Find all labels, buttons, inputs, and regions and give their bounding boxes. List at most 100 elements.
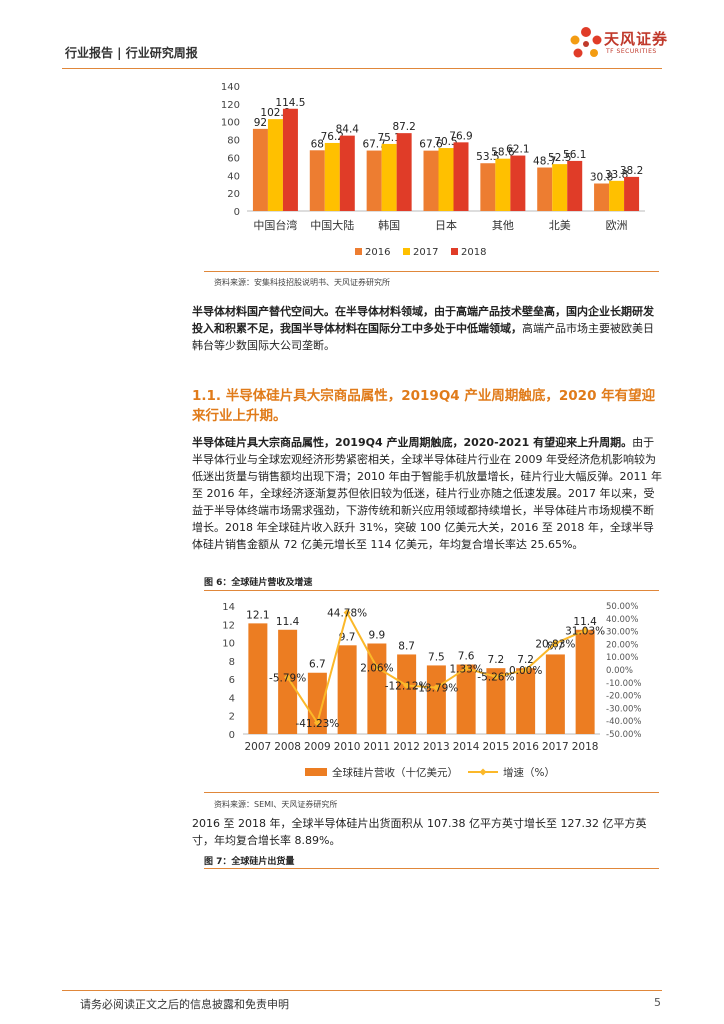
data-label: 53.5 bbox=[476, 151, 499, 163]
x-tick-label: 欧洲 bbox=[606, 219, 628, 232]
growth-point bbox=[432, 684, 440, 692]
bar-data-label: 7.5 bbox=[428, 651, 445, 663]
y-tick-label: 100 bbox=[221, 118, 240, 129]
legend-marker-growth bbox=[479, 768, 487, 776]
growth-data-label: -5.79% bbox=[269, 672, 306, 684]
y-right-tick-label: 20.00% bbox=[606, 640, 638, 650]
y-tick-label: 140 bbox=[221, 82, 240, 93]
data-label: 76.2 bbox=[321, 131, 344, 143]
revenue-bar bbox=[516, 668, 536, 734]
revenue-bar bbox=[307, 672, 327, 734]
y-left-tick-label: 10 bbox=[222, 639, 235, 650]
bar-2017 bbox=[495, 158, 511, 211]
x-tick-label: 2015 bbox=[483, 741, 510, 753]
bar-2016 bbox=[423, 150, 439, 211]
legend-label: 2016 bbox=[365, 247, 390, 258]
growth-point bbox=[403, 682, 411, 690]
y-right-tick-label: 0.00% bbox=[606, 666, 633, 676]
chart1-rule bbox=[204, 271, 659, 272]
x-tick-label: 2011 bbox=[364, 741, 391, 753]
data-label: 87.2 bbox=[392, 121, 415, 133]
x-tick-label: 2017 bbox=[542, 741, 569, 753]
report-category: 行业报告 | 行业研究周报 bbox=[65, 46, 198, 60]
data-label: 67.6 bbox=[419, 139, 443, 151]
x-tick-label: 2013 bbox=[423, 741, 450, 753]
bar-data-label: 6.7 bbox=[309, 659, 326, 671]
bar-data-label: 11.4 bbox=[276, 616, 300, 628]
y-right-tick-label: -40.00% bbox=[606, 717, 641, 727]
growth-data-label: 20.83% bbox=[535, 638, 575, 650]
data-label: 75.1 bbox=[377, 132, 400, 144]
bar-2017 bbox=[324, 142, 340, 211]
data-label: 70.5 bbox=[434, 136, 457, 148]
paragraph-silicon-wafer: 半导体硅片具大宗商品属性，2019Q4 产业周期触底，2020-2021 有望迎… bbox=[192, 434, 662, 553]
x-tick-label: 中国台湾 bbox=[253, 218, 297, 232]
legend-swatch bbox=[403, 248, 410, 255]
legend-swatch bbox=[451, 248, 458, 255]
paragraph-body: 高端产品市场主要被欧美日韩台等少数国际大公司垄断。 bbox=[192, 322, 654, 352]
bar-data-label: 9.7 bbox=[339, 631, 356, 643]
x-tick-label: 韩国 bbox=[378, 218, 400, 232]
wafer-revenue-growth-chart: 0 2 4 6 8 10 12 14 -50.00% -40.00% -30.00% -20.00% -… bbox=[222, 602, 641, 779]
growth-data-label: 2.06% bbox=[360, 662, 393, 674]
bar-2018 bbox=[453, 142, 469, 211]
paragraph-shipment-area: 2016 至 2018 年，全球半导体硅片出货面积从 107.38 亿平方英寸增… bbox=[192, 817, 647, 847]
legend-swatch-revenue bbox=[305, 768, 327, 776]
figure-7-top-rule bbox=[204, 868, 659, 869]
footer-rule bbox=[62, 990, 662, 991]
company-logo: 天风证券 TF SECURITIES bbox=[566, 22, 676, 66]
bar-2018 bbox=[396, 133, 412, 211]
bar-2017 bbox=[381, 143, 397, 211]
legend-label-revenue: 全球硅片营收（十亿美元） bbox=[332, 766, 458, 779]
growth-point bbox=[373, 663, 381, 671]
y-right-tick-label: 10.00% bbox=[606, 653, 638, 663]
x-tick-label: 北美 bbox=[549, 219, 571, 232]
y-right-tick-label: -20.00% bbox=[606, 692, 641, 702]
bar-2016 bbox=[309, 150, 325, 211]
y-left-tick-label: 6 bbox=[229, 675, 235, 686]
bar-2016 bbox=[252, 128, 268, 211]
y-tick-label: 40 bbox=[227, 171, 240, 182]
growth-point bbox=[313, 719, 321, 727]
data-label: 84.4 bbox=[336, 124, 360, 136]
x-tick-label: 2007 bbox=[245, 741, 272, 753]
bar-2016 bbox=[594, 183, 610, 211]
legend-label: 2018 bbox=[461, 247, 486, 258]
growth-point bbox=[522, 666, 530, 674]
y-left-tick-label: 2 bbox=[229, 712, 235, 723]
data-label: 56.1 bbox=[563, 149, 586, 161]
x-tick-label: 2010 bbox=[334, 741, 361, 753]
bar-2018 bbox=[282, 108, 298, 211]
bar-data-label: 7.6 bbox=[458, 651, 475, 663]
y-tick-label: 20 bbox=[227, 189, 240, 200]
legend-swatch bbox=[355, 248, 362, 255]
bar-data-label: 7.2 bbox=[517, 654, 534, 666]
header-rule bbox=[62, 68, 662, 69]
figure-6-top-rule bbox=[204, 590, 659, 591]
revenue-bar bbox=[575, 629, 595, 734]
y-tick-label: 0 bbox=[234, 207, 240, 218]
data-label: 67.7 bbox=[362, 139, 385, 151]
bar-2017 bbox=[609, 180, 625, 211]
bar-data-label: 9.9 bbox=[369, 629, 386, 641]
growth-point bbox=[492, 673, 500, 681]
logo-name: 天风证券 bbox=[604, 30, 669, 48]
bar-2018 bbox=[339, 135, 355, 211]
data-label: 30.8 bbox=[590, 172, 613, 184]
x-tick-label: 2008 bbox=[274, 741, 301, 753]
section-title: 1.1. 半导体硅片具大宗商品属性，2019Q4 产业周期触底，2020 年有望… bbox=[192, 388, 656, 424]
data-label: 48.7 bbox=[533, 156, 556, 168]
x-tick-label: 2018 bbox=[572, 741, 599, 753]
data-label: 52.5 bbox=[548, 152, 571, 164]
data-label: 62.1 bbox=[506, 144, 529, 156]
growth-data-label: -13.79% bbox=[414, 683, 458, 695]
x-tick-label: 日本 bbox=[435, 218, 457, 232]
y-right-tick-label: -10.00% bbox=[606, 679, 641, 689]
data-label: 33.8 bbox=[605, 169, 628, 181]
growth-point bbox=[343, 609, 351, 617]
growth-data-label: -12.12% bbox=[385, 681, 429, 693]
data-label: 76.9 bbox=[449, 130, 472, 142]
bar-2018 bbox=[510, 155, 526, 211]
x-tick-label: 2009 bbox=[304, 741, 331, 753]
bar-2017 bbox=[552, 164, 568, 211]
